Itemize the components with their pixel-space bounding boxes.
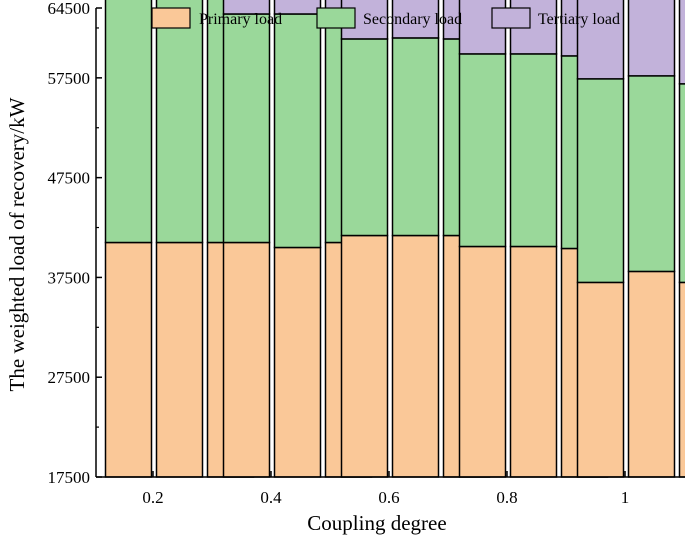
bar-primary-0.8-1 [458,245,507,478]
legend-label-secondary: Secondary load [363,11,462,28]
x-tick-label-0.6: 0.6 [378,488,399,507]
bar-secondary-0.2-2 [155,0,204,244]
bar-secondary-0.8-2 [509,53,558,248]
bar-secondary-0.4-2 [273,13,322,249]
bar-tertiary-1-1 [576,0,625,80]
bars-group [104,0,685,478]
bar-tertiary-1-3 [678,0,685,85]
bar-primary-0.4-1 [222,241,271,478]
bar-secondary-0.6-1 [340,38,389,237]
bar-primary-0.6-2 [391,234,440,478]
y-axis-title: The weighted load of recovery/kW [5,97,29,391]
bar-secondary-0.4-1 [222,13,271,244]
y-tick-label-64500: 64500 [48,0,91,18]
bar-secondary-1-1 [576,78,625,284]
legend-label-primary: Primary load [199,11,282,28]
bar-primary-0.2-2 [155,241,204,478]
legend-label-tertiary: Tertiary load [538,11,620,28]
y-tick-label-37500: 37500 [48,268,91,287]
y-tick-label-57500: 57500 [48,69,91,88]
bar-primary-0.2-1 [104,241,153,478]
bar-secondary-0.2-1 [104,0,153,244]
bar-primary-0.4-2 [273,246,322,478]
x-tick-label-1: 1 [621,488,630,507]
legend-swatch-secondary [316,7,356,29]
legend-swatch-tertiary [491,7,531,29]
x-axis-title: Coupling degree [307,511,446,535]
x-tick-label-0.4: 0.4 [260,488,282,507]
bar-primary-1-1 [576,281,625,478]
bar-primary-0.8-2 [509,245,558,478]
bar-tertiary-0.4-1 [222,0,271,15]
x-tick-label-0.8: 0.8 [496,488,517,507]
axes-group: 17500 27500 37500 47500 57500 64500 0.2 0.4 0.6 0… [48,0,685,507]
bar-secondary-0.6-2 [391,37,440,237]
legend: Primary load Secondary load Tertiary load [151,7,620,29]
y-tick-label-27500: 27500 [48,368,91,387]
bar-secondary-0.8-1 [458,53,507,248]
legend-swatch-primary [151,7,191,29]
x-tick-label-0.2: 0.2 [142,488,163,507]
bar-primary-1-3 [678,281,685,478]
bar-tertiary-0.4-2 [273,0,322,15]
bar-primary-0.6-1 [340,234,389,478]
bar-tertiary-0.6-2 [391,0,440,39]
bar-secondary-1-3 [678,83,685,284]
y-tick-label-47500: 47500 [48,169,91,188]
bar-secondary-1-2 [627,75,676,273]
bar-tertiary-1-2 [627,0,676,77]
y-tick-label-17500: 17500 [48,468,91,487]
bar-primary-1-2 [627,270,676,478]
